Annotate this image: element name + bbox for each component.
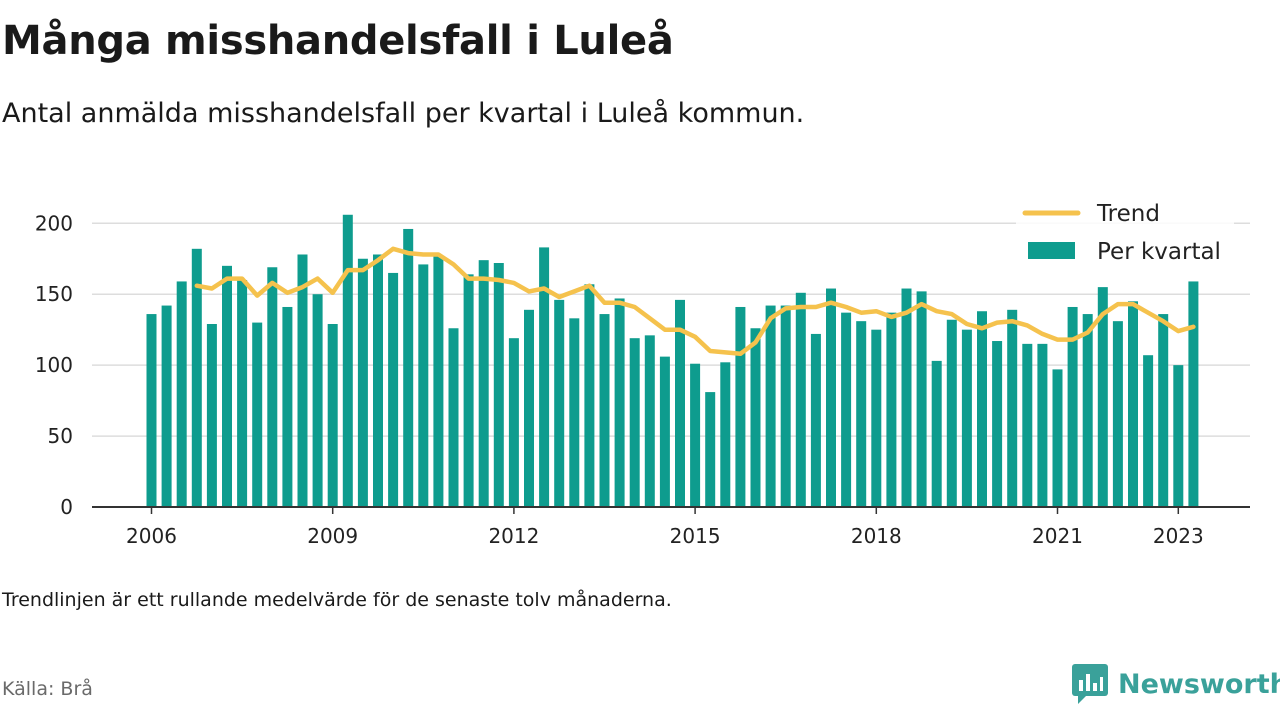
- bar: [373, 254, 383, 507]
- legend-label-bars: Per kvartal: [1097, 239, 1221, 265]
- bar: [795, 292, 806, 507]
- bar: [1007, 309, 1018, 507]
- bar: [493, 263, 504, 507]
- bar: [629, 338, 640, 507]
- bar: [977, 311, 987, 507]
- bar: [403, 228, 414, 507]
- y-tick-label: 0: [60, 495, 73, 519]
- bar: [705, 392, 716, 507]
- bar: [1067, 306, 1078, 507]
- x-tick-label: 2023: [1153, 524, 1204, 548]
- legend-bar-swatch: [1028, 242, 1075, 259]
- x-tick-label: 2006: [126, 524, 177, 548]
- bar: [916, 291, 927, 507]
- bar: [1037, 343, 1048, 507]
- bar: [841, 312, 852, 507]
- bar: [282, 306, 293, 507]
- bar: [222, 265, 232, 507]
- bar: [931, 360, 942, 507]
- chart-title: Många misshandelsfall i Luleå: [2, 18, 674, 64]
- x-tick-label: 2021: [1032, 524, 1083, 548]
- bar: [780, 305, 791, 507]
- bar: [901, 288, 912, 507]
- x-tick-label: 2012: [488, 524, 539, 548]
- bar: [206, 324, 217, 507]
- bar: [735, 306, 746, 507]
- bar: [508, 338, 519, 507]
- bar: [1022, 343, 1033, 507]
- bar: [524, 309, 534, 507]
- brand-name: Newsworthy: [1118, 668, 1280, 700]
- bar: [1158, 314, 1169, 507]
- bar: [720, 362, 731, 507]
- bar: [237, 280, 248, 507]
- bar: [433, 255, 444, 507]
- bar: [961, 329, 972, 507]
- bar: [1082, 314, 1093, 507]
- bar: [327, 324, 338, 507]
- bar: [388, 272, 399, 507]
- legend-background: [1016, 196, 1234, 280]
- bar: [478, 260, 489, 507]
- bar: [418, 264, 429, 507]
- bar: [161, 305, 172, 507]
- bar: [1188, 281, 1199, 507]
- bar: [871, 329, 882, 507]
- bar: [584, 284, 595, 507]
- bar: [554, 299, 565, 507]
- bar: [1173, 365, 1184, 507]
- y-tick-label: 150: [35, 282, 73, 306]
- y-tick-label: 50: [48, 424, 73, 448]
- bar: [569, 318, 580, 507]
- bar: [826, 288, 836, 507]
- y-tick-label: 200: [35, 211, 73, 235]
- bar: [342, 214, 353, 507]
- bar: [659, 356, 670, 507]
- bar: [690, 363, 701, 507]
- bar: [810, 333, 821, 507]
- bar: [463, 274, 474, 507]
- bar: [675, 299, 685, 507]
- trend-line: [194, 246, 1196, 357]
- bar-chart: 0 50 100 150 200 2006 2009 2012 2015 2018 2021 2023…: [35, 196, 1250, 548]
- y-tick-label: 100: [35, 353, 73, 377]
- bar: [191, 248, 202, 507]
- bar: [448, 328, 459, 507]
- bar: [176, 281, 187, 507]
- bar: [765, 305, 776, 507]
- bar: [267, 267, 278, 507]
- bar: [1143, 355, 1154, 507]
- bar: [644, 335, 655, 507]
- bar: [312, 294, 323, 507]
- bar: [1112, 321, 1123, 507]
- x-tick-label: 2018: [851, 524, 902, 548]
- legend-label-trend: Trend: [1096, 201, 1160, 227]
- footnote: Trendlinjen är ett rullande medelvärde f…: [2, 589, 672, 611]
- bar: [992, 341, 1003, 507]
- bar: [297, 254, 308, 507]
- x-tick-label: 2009: [307, 524, 358, 548]
- bar: [539, 247, 550, 507]
- bar: [946, 319, 957, 507]
- bar: [886, 312, 897, 507]
- bar: [1052, 369, 1063, 507]
- bar: [1097, 287, 1108, 507]
- bar: [599, 314, 610, 507]
- source-label: Källa: Brå: [2, 678, 93, 700]
- x-tick-label: 2015: [670, 524, 721, 548]
- bar: [146, 314, 157, 507]
- brand-logo: Newsworthy: [1072, 664, 1280, 704]
- chart-subtitle: Antal anmälda misshandelsfall per kvarta…: [2, 98, 805, 129]
- bar: [750, 328, 761, 507]
- bar: [856, 321, 867, 507]
- bar: [357, 258, 368, 507]
- bar: [252, 322, 263, 507]
- bar: [1128, 301, 1138, 507]
- newsworthy-logo-icon: [1072, 664, 1108, 704]
- bar: [614, 298, 625, 507]
